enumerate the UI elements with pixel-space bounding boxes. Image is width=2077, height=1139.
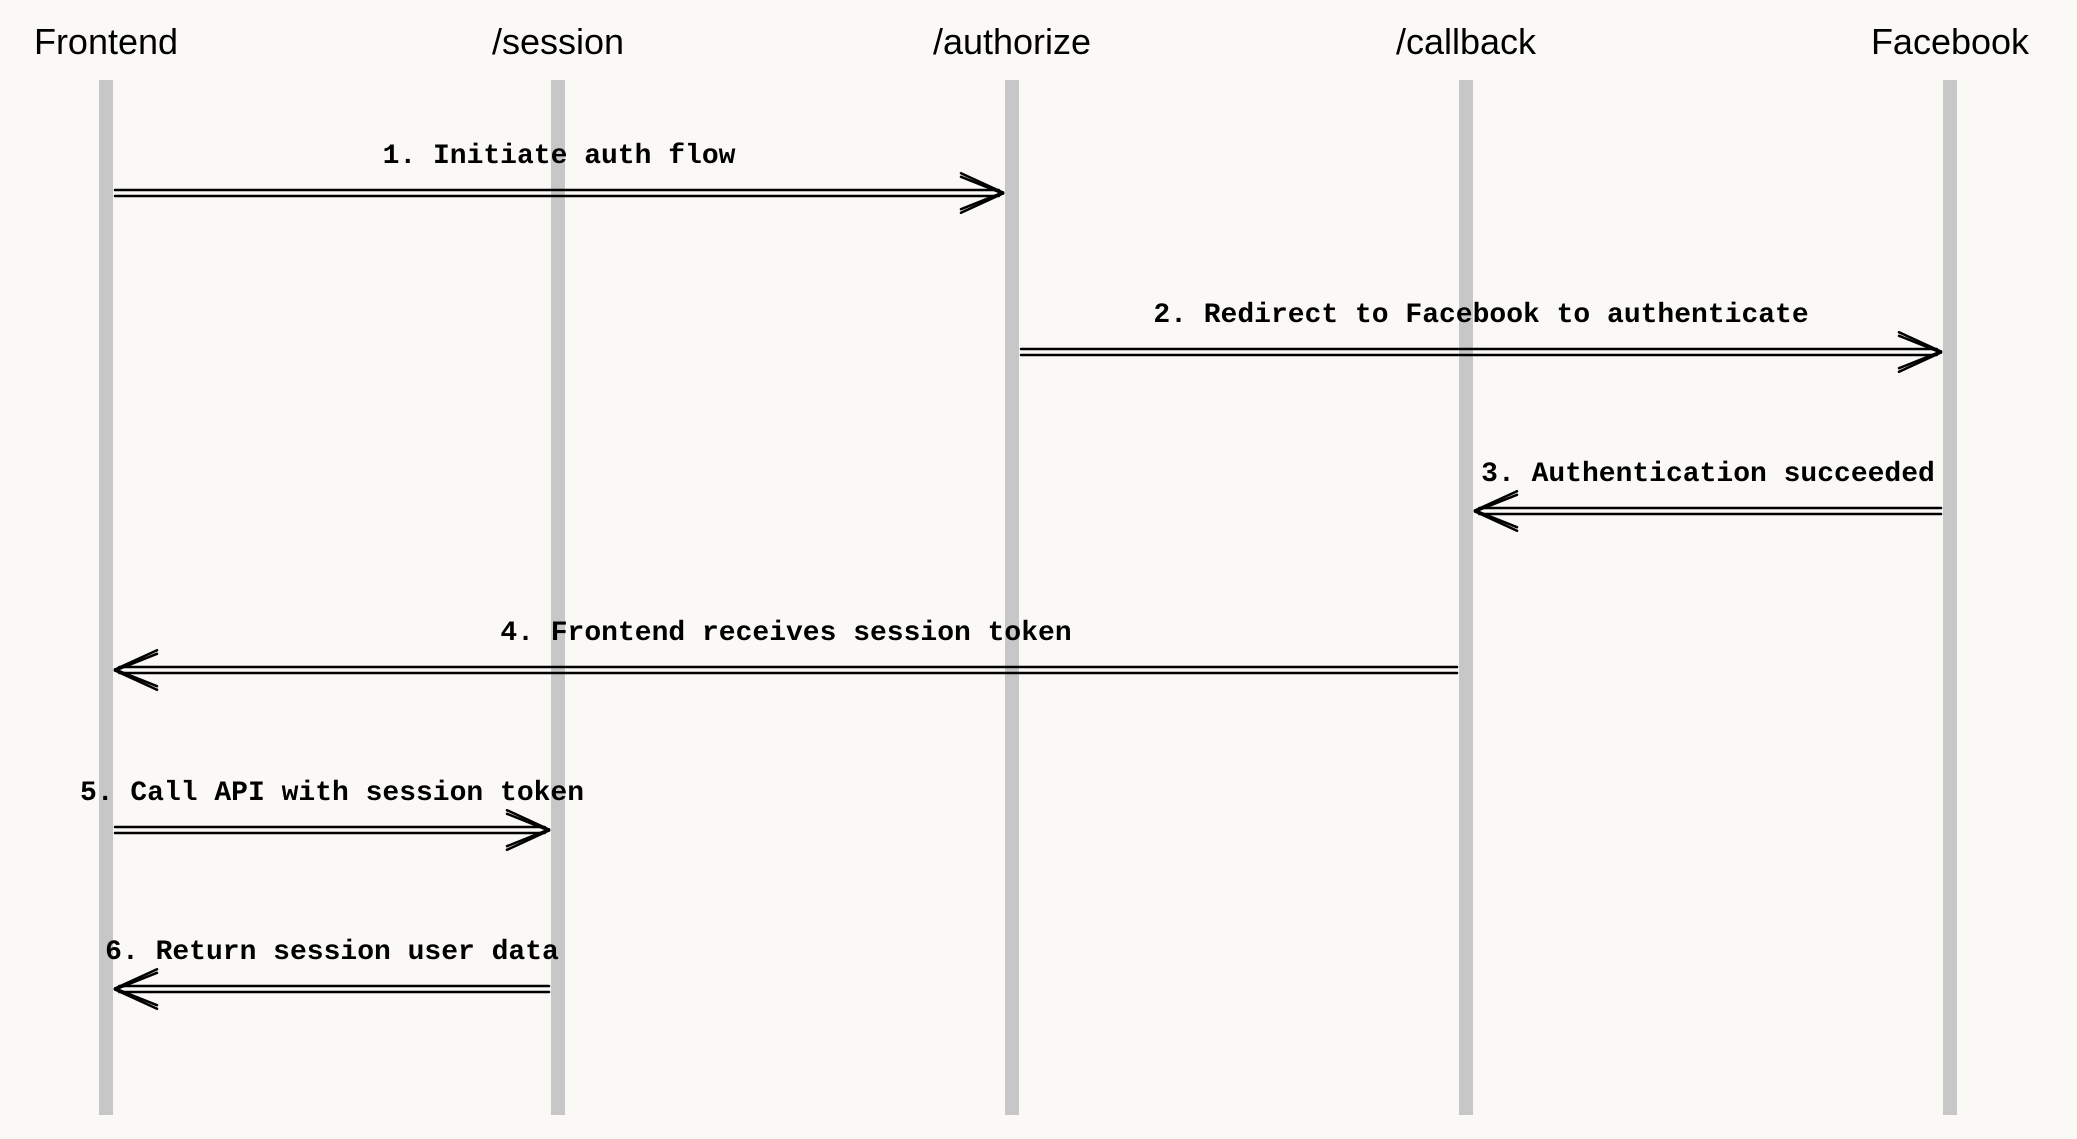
- actor-label-session: /session: [492, 21, 624, 62]
- actor-label-facebook: Facebook: [1871, 21, 2030, 62]
- message-label-4: 4. Frontend receives session token: [500, 618, 1071, 649]
- actor-label-authorize: /authorize: [933, 21, 1091, 62]
- message-label-5: 5. Call API with session token: [80, 778, 584, 809]
- message-label-1: 1. Initiate auth flow: [383, 141, 736, 172]
- message-label-2: 2. Redirect to Facebook to authenticate: [1153, 300, 1808, 331]
- message-label-6: 6. Return session user data: [105, 937, 559, 968]
- message-label-3: 3. Authentication succeeded: [1481, 459, 1935, 490]
- actor-label-callback: /callback: [1396, 21, 1537, 62]
- diagram-background: [0, 0, 2077, 1139]
- sequence-diagram: Frontend/session/authorize/callback Faceb…: [0, 0, 2077, 1139]
- actor-label-frontend: Frontend: [34, 21, 178, 62]
